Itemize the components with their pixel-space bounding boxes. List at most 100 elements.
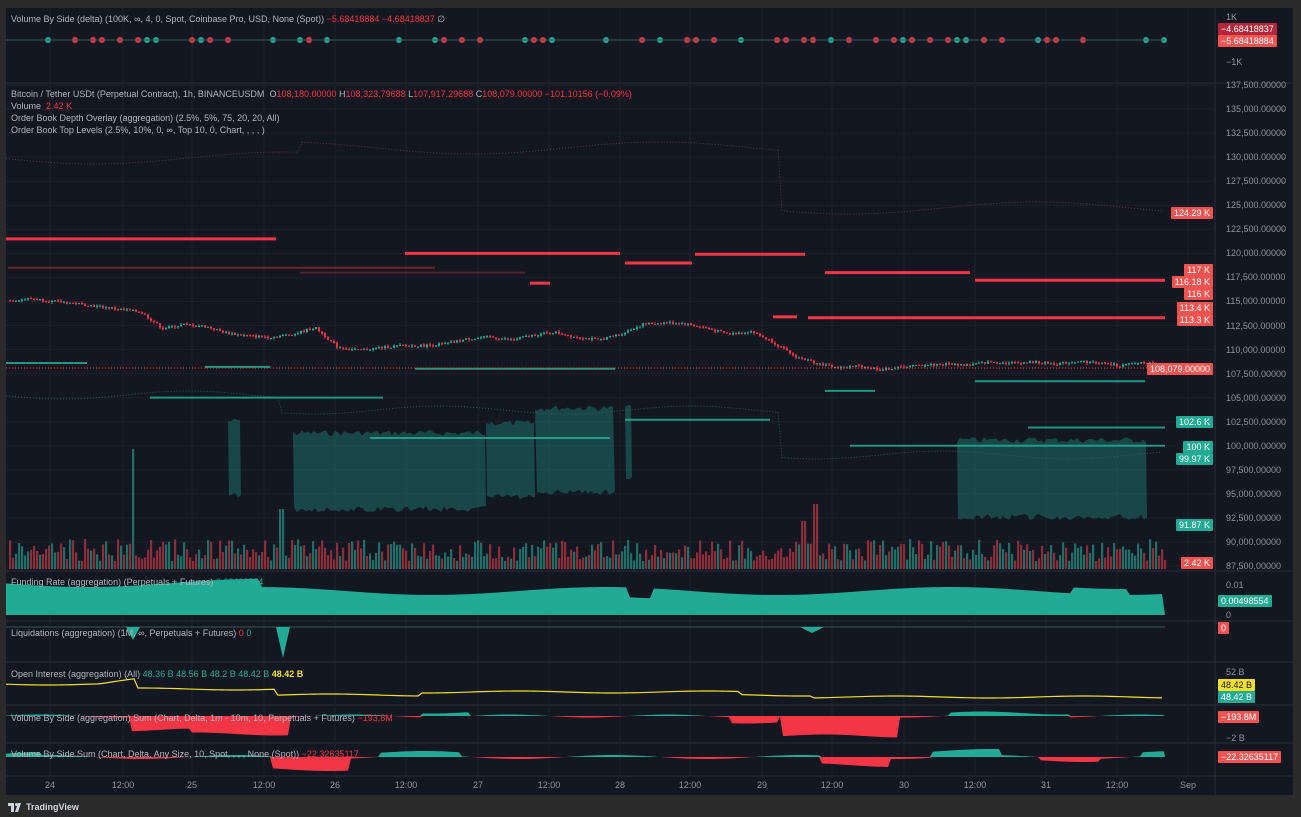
- candle-body: [1038, 361, 1040, 364]
- volume-bar: [393, 541, 396, 569]
- volume-bar: [120, 545, 123, 569]
- legend-value: −4.68418837: [381, 14, 435, 24]
- candle-body: [198, 326, 200, 328]
- volume-bar: [219, 540, 222, 569]
- volume-bar: [858, 548, 861, 569]
- candle-body: [501, 338, 503, 340]
- legend-symbol[interactable]: Bitcoin / Tether USDt (Perpetual Contrac…: [11, 89, 632, 99]
- tradingview-logo-icon: [8, 802, 21, 812]
- candle-body: [318, 327, 320, 332]
- volume-bar: [540, 548, 543, 569]
- candle-body: [549, 332, 551, 334]
- candle-body: [42, 299, 44, 302]
- candle-body: [540, 333, 542, 336]
- candle-body: [621, 334, 623, 336]
- volume-bar: [264, 540, 267, 569]
- volume-bar: [1038, 558, 1041, 569]
- brand-name: TradingView: [26, 802, 79, 812]
- volume-bar: [693, 558, 696, 569]
- candle-body: [594, 337, 596, 339]
- volume-bar: [450, 549, 453, 569]
- volume-bar: [456, 560, 459, 569]
- vbs-sum-label: −22.32635117: [1218, 751, 1282, 763]
- volume-bar: [435, 555, 438, 569]
- candle-body: [12, 300, 14, 302]
- candle-body: [87, 305, 89, 307]
- candle-body: [63, 302, 65, 304]
- volume-bar: [96, 554, 99, 569]
- volume-bar: [153, 557, 156, 569]
- volume-bar: [990, 556, 993, 569]
- tradingview-logo[interactable]: TradingView: [8, 802, 79, 812]
- volume-bar: [534, 556, 537, 569]
- legend-order-book-top-levels[interactable]: Order Book Top Levels (2.5%, 10%, 0, ∞, …: [11, 125, 265, 135]
- volume-bar: [1125, 549, 1128, 569]
- volume-bar: [141, 558, 144, 569]
- volume-bar: [354, 549, 357, 569]
- volume-bar: [240, 554, 243, 569]
- candle-body: [807, 359, 809, 361]
- candle-body: [969, 364, 971, 366]
- volume-bar: [327, 555, 330, 569]
- volume-bar: [798, 544, 801, 569]
- volume-bar: [297, 539, 300, 569]
- candle-body: [1140, 362, 1142, 364]
- volume-bar: [717, 543, 720, 569]
- candle-body: [249, 335, 251, 337]
- volume-bar: [129, 543, 132, 569]
- ask-level-label: 116.18 K: [1171, 276, 1213, 288]
- volume-bar: [1074, 543, 1077, 569]
- volume-bar: [747, 547, 750, 569]
- candle-body: [558, 331, 560, 334]
- candle-body: [633, 329, 635, 331]
- chart-area[interactable]: [6, 8, 1293, 795]
- candle-body: [915, 364, 917, 366]
- legend-open-interest[interactable]: Open Interest (aggregation) (All) 48.36 …: [11, 669, 303, 679]
- volume-bar: [1047, 551, 1050, 569]
- candle-body: [1119, 366, 1121, 368]
- axis-tick: 1K: [1226, 12, 1238, 22]
- candle-body: [1041, 363, 1043, 365]
- volume-bar: [645, 549, 648, 569]
- volume-bar: [246, 549, 249, 569]
- candle-body: [1056, 364, 1058, 366]
- volume-bar: [999, 543, 1002, 569]
- candle-body: [828, 364, 830, 366]
- candle-body: [468, 338, 470, 340]
- legend-volume-by-side-aggregation[interactable]: Volume By Side (aggregation) Sum (Chart,…: [11, 713, 393, 723]
- legend-title: Volume By Side Sum (Chart, Delta, Any Si…: [11, 749, 300, 759]
- candle-body: [822, 363, 824, 366]
- candle-body: [705, 327, 707, 329]
- candle-body: [831, 364, 833, 368]
- legend-volume-by-side-delta[interactable]: Volume By Side (delta) (100K, ∞, 4, 0, S…: [11, 14, 445, 25]
- volume-bar: [72, 540, 75, 569]
- candle-body: [399, 344, 401, 346]
- time-tick: 12:00: [252, 780, 276, 790]
- candle-body: [492, 336, 494, 338]
- candle-body: [642, 323, 644, 327]
- legend-funding-rate[interactable]: Funding Rate (aggregation) (Perpetuals +…: [11, 577, 263, 587]
- candle-body: [990, 361, 992, 363]
- volume-bar: [957, 545, 960, 569]
- volume-bar: [1068, 560, 1071, 569]
- legend-volume-by-side-sum[interactable]: Volume By Side Sum (Chart, Delta, Any Si…: [11, 749, 359, 759]
- volume-bar: [636, 543, 639, 569]
- volume-bar: [27, 551, 30, 569]
- volume-bar: [441, 558, 444, 569]
- time-tick: 12:00: [963, 780, 987, 790]
- legend-order-book-depth[interactable]: Order Book Depth Overlay (aggregation) (…: [11, 113, 280, 123]
- volume-bar: [615, 554, 618, 569]
- legend-title: Funding Rate (aggregation) (Perpetuals +…: [11, 577, 214, 587]
- volume-bar: [135, 555, 138, 569]
- candle-body: [459, 340, 461, 342]
- legend-volume[interactable]: Volume 2.42 K: [11, 101, 72, 111]
- volume-bar: [369, 553, 372, 569]
- candle-body: [585, 338, 587, 340]
- legend-value: 0.00498554: [215, 577, 264, 587]
- volume-bar: [237, 548, 240, 569]
- legend-liquidations[interactable]: Liquidations (aggregation) (1M, ∞, Perpe…: [11, 628, 251, 638]
- volume-bar: [921, 543, 924, 569]
- candle-body: [786, 348, 788, 351]
- volume-bar: [1086, 545, 1089, 569]
